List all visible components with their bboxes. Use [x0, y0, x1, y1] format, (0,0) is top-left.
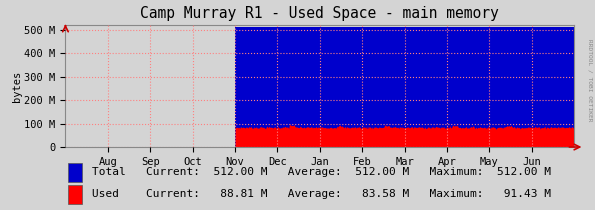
- Text: RRDTOOL / TOBI OETIKER: RRDTOOL / TOBI OETIKER: [588, 39, 593, 121]
- Text: Used    Current:   88.81 M   Average:   83.58 M   Maximum:   91.43 M: Used Current: 88.81 M Average: 83.58 M M…: [92, 189, 551, 199]
- Title: Camp Murray R1 - Used Space - main memory: Camp Murray R1 - Used Space - main memor…: [140, 6, 499, 21]
- Y-axis label: bytes: bytes: [12, 71, 21, 102]
- Text: Total   Current:  512.00 M   Average:  512.00 M   Maximum:  512.00 M: Total Current: 512.00 M Average: 512.00 …: [92, 167, 551, 177]
